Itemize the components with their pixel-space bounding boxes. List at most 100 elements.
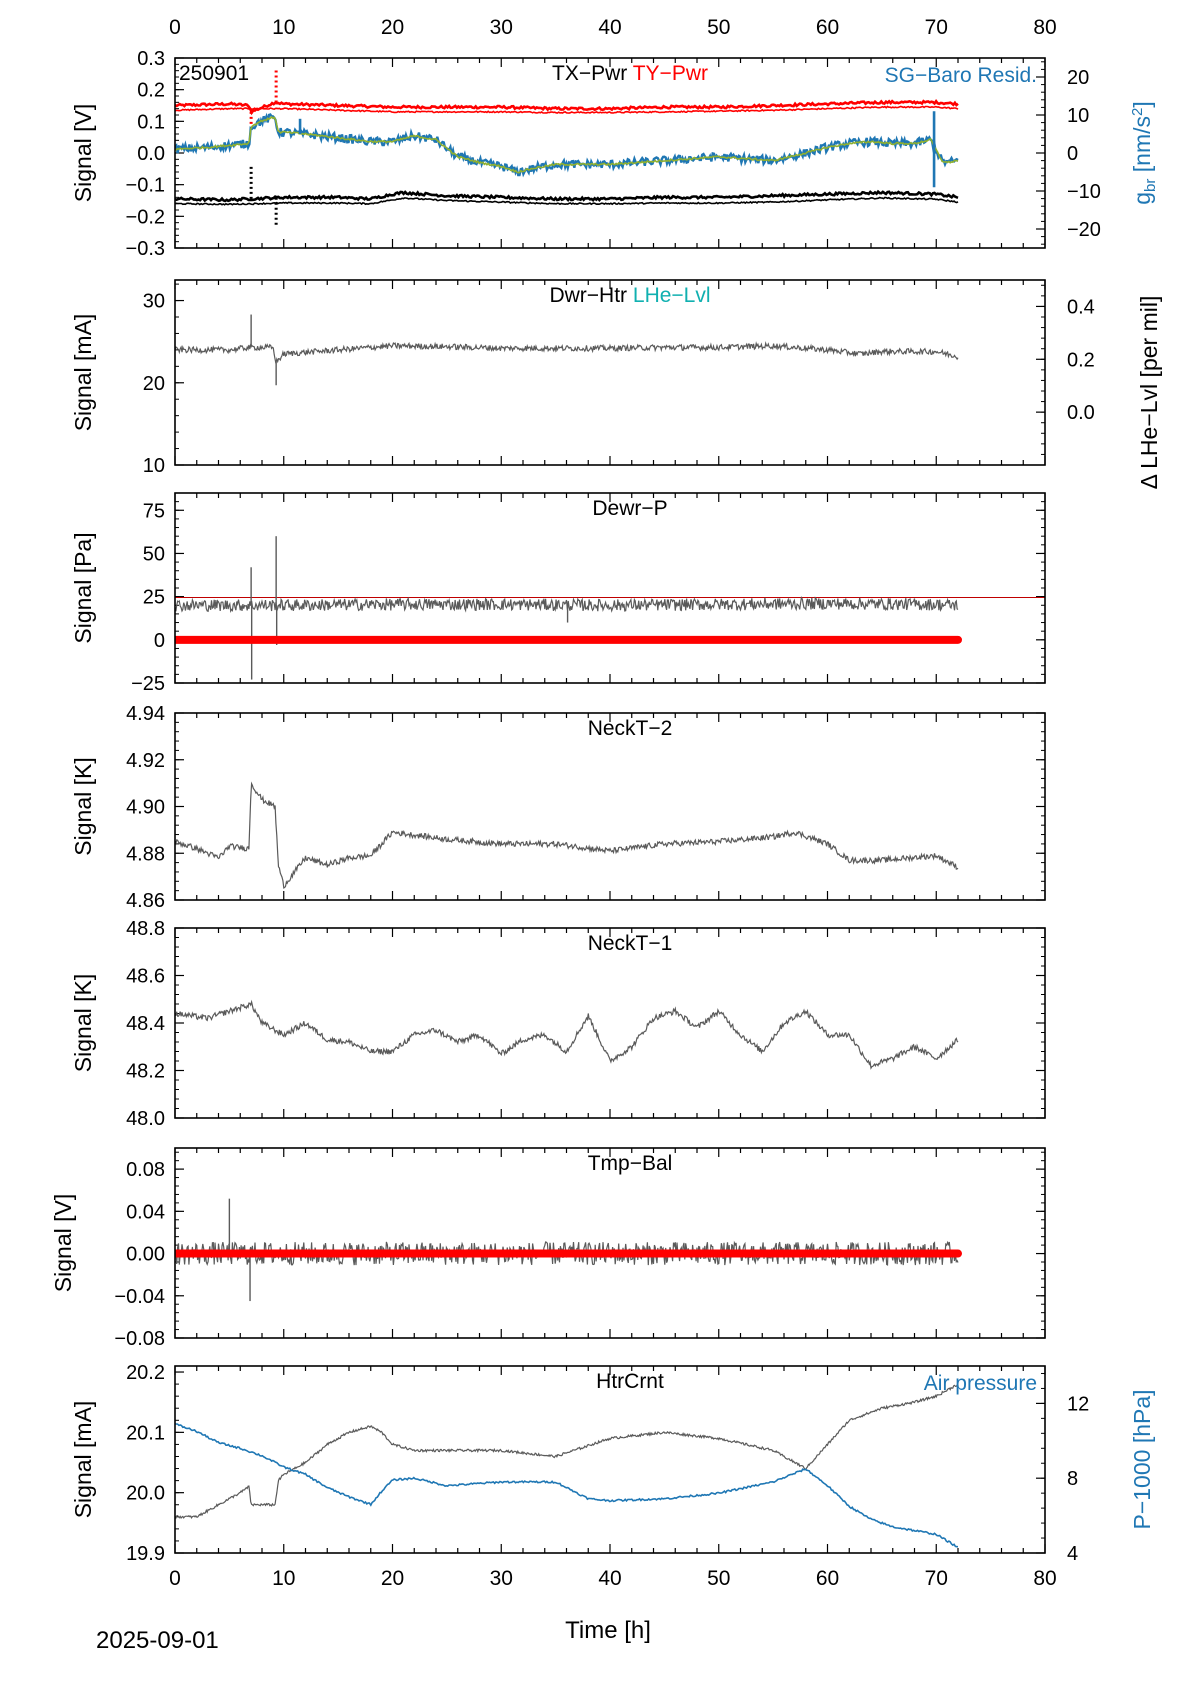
y2-tick-label: 4 bbox=[1067, 1543, 1078, 1565]
panel-frame bbox=[174, 492, 1046, 684]
y-axis-label: Signal [Pa] bbox=[70, 532, 96, 643]
y-axis-label: Signal [K] bbox=[70, 757, 96, 855]
y-axis-label: Signal [V] bbox=[70, 104, 96, 202]
y2-tick-label: 10 bbox=[1067, 105, 1089, 127]
plot-stack: −0.3 −0.2 −0.1 0.0 0.1 0.2 0.3 −20 −10 0 10 20 Signa… bbox=[50, 16, 1162, 1590]
y2-axis-label: P−1000 [hPa] bbox=[1129, 1389, 1155, 1529]
x-tick-label-top: 50 bbox=[707, 16, 730, 39]
x-tick-label-bottom: 70 bbox=[925, 1567, 948, 1590]
y-axis-label: Signal [V] bbox=[50, 1194, 76, 1292]
panel-title-part: LHe−Lvl bbox=[627, 284, 710, 307]
panel-frame bbox=[174, 1365, 1046, 1554]
y2-tick-label: 8 bbox=[1067, 1468, 1078, 1490]
y-tick-label: 0 bbox=[154, 630, 165, 652]
y-tick-label: 0.00 bbox=[126, 1244, 165, 1266]
panel-title-part: NeckT−1 bbox=[588, 932, 673, 955]
y-tick-label: 0.0 bbox=[137, 143, 165, 165]
series-green-5 bbox=[175, 115, 959, 174]
plot-area-p7 bbox=[175, 1383, 959, 1548]
x-tick-label-top: 70 bbox=[925, 16, 948, 39]
panel-title-part: TX−Pwr bbox=[552, 62, 627, 85]
y2-tick-label: 12 bbox=[1067, 1393, 1089, 1415]
panel-title: Dwr−Htr LHe−Lvl bbox=[549, 284, 710, 307]
x-tick-label-bottom: 50 bbox=[707, 1567, 730, 1590]
y-tick-label: 50 bbox=[143, 543, 165, 565]
y-tick-label: 48.2 bbox=[126, 1061, 165, 1083]
panel-p4: 4.86 4.88 4.90 4.92 4.94 Signal [K] NeckT−2 bbox=[70, 703, 1046, 912]
y-tick-label: 48.0 bbox=[126, 1108, 165, 1130]
y-tick-label: 0.08 bbox=[126, 1159, 165, 1181]
panel-p3: −25 0 25 50 75 Signal [Pa] Dewr−P bbox=[70, 492, 1046, 695]
y-tick-label: 4.88 bbox=[126, 843, 165, 865]
x-axis-label: Time [h] bbox=[565, 1617, 651, 1644]
panel-title: Dewr−P bbox=[592, 497, 667, 520]
series-gray-0 bbox=[175, 1383, 959, 1520]
x-tick-label-top: 10 bbox=[272, 16, 295, 39]
panel-title: HtrCrnt bbox=[596, 1370, 664, 1393]
y-tick-label: −0.08 bbox=[114, 1328, 165, 1350]
y-tick-label: 75 bbox=[143, 500, 165, 522]
y-tick-label: 20.1 bbox=[126, 1422, 165, 1444]
plot-area-p3 bbox=[175, 536, 1045, 680]
y2-axis-label: Δ LHe−Lvl [per mil] bbox=[1136, 296, 1162, 490]
panel-p2: 10 20 30 0.0 0.2 0.4 Signal [mA] Δ LHe−Lvl [per… bbox=[70, 279, 1162, 490]
x-tick-label-top: 60 bbox=[816, 16, 839, 39]
panel-p7: 19.9 20.0 20.1 20.2 4 8 12 Signal [mA] P−1000 [h… bbox=[70, 1362, 1155, 1565]
footer-date: 2025-09-01 bbox=[96, 1627, 219, 1654]
y-tick-label: 20.0 bbox=[126, 1483, 165, 1505]
y-tick-label: 48.8 bbox=[126, 918, 165, 940]
y2-tick-label: −20 bbox=[1067, 219, 1101, 241]
y-axis-label: Signal [mA] bbox=[70, 1401, 96, 1519]
series-black-2 bbox=[175, 189, 959, 203]
panel-title-part: Tmp−Bal bbox=[588, 1152, 673, 1175]
series-blue-4 bbox=[175, 112, 959, 178]
y-axis-label: Signal [K] bbox=[70, 974, 96, 1072]
y2-tick-label: 0.4 bbox=[1067, 296, 1095, 318]
y-tick-label: −0.3 bbox=[126, 238, 165, 260]
y-tick-label: 25 bbox=[143, 587, 165, 609]
series-red-0 bbox=[175, 98, 959, 116]
x-tick-label-top: 20 bbox=[381, 16, 404, 39]
panel-frame bbox=[174, 279, 1046, 466]
y2-tick-label: 0 bbox=[1067, 143, 1078, 165]
y-tick-label: 4.90 bbox=[126, 797, 165, 819]
panel-frame bbox=[174, 927, 1046, 1119]
y-tick-label: 4.86 bbox=[126, 890, 165, 912]
y2-tick-label: 0.2 bbox=[1067, 349, 1095, 371]
y-tick-label: −0.2 bbox=[126, 206, 165, 228]
x-tick-label-bottom: 30 bbox=[490, 1567, 513, 1590]
x-tick-label-bottom: 60 bbox=[816, 1567, 839, 1590]
panel-title: Tmp−Bal bbox=[588, 1152, 673, 1175]
panel-right-title: SG−Baro Resid. bbox=[885, 64, 1037, 87]
series-gray-0 bbox=[175, 781, 959, 889]
y-tick-label: −25 bbox=[131, 673, 165, 695]
y-tick-label: 20 bbox=[143, 373, 165, 395]
x-tick-label-bottom: 20 bbox=[381, 1567, 404, 1590]
y-tick-label: 30 bbox=[143, 291, 165, 313]
x-tick-label-top: 80 bbox=[1033, 16, 1056, 39]
plot-area-p5 bbox=[175, 999, 959, 1070]
y-tick-label: 19.9 bbox=[126, 1543, 165, 1565]
panel-title-part: Dewr−P bbox=[592, 497, 667, 520]
panel-frame bbox=[174, 1147, 1046, 1339]
series-gray-0 bbox=[175, 596, 959, 613]
y-tick-label: 0.2 bbox=[137, 80, 165, 102]
panel-right-title: Air pressure bbox=[924, 1372, 1037, 1395]
panel-title-part: Dwr−Htr bbox=[549, 284, 627, 307]
plot-area-p2 bbox=[175, 314, 959, 386]
y2-tick-label: 0.0 bbox=[1067, 402, 1095, 424]
y-tick-label: 4.94 bbox=[126, 703, 165, 725]
panel-title-part: NeckT−2 bbox=[588, 717, 673, 740]
y-axis-label: Signal [mA] bbox=[70, 314, 96, 432]
y-tick-label: 48.6 bbox=[126, 966, 165, 988]
series-red-1 bbox=[175, 105, 959, 114]
panel-frame bbox=[174, 57, 1046, 249]
plot-area-p6 bbox=[175, 1198, 962, 1302]
panel-title: NeckT−2 bbox=[588, 717, 673, 740]
x-tick-label-top: 0 bbox=[169, 16, 181, 39]
panel-p5: 48.0 48.2 48.4 48.6 48.8 Signal [K] NeckT−1 bbox=[70, 918, 1046, 1130]
y2-tick-label: −10 bbox=[1067, 181, 1101, 203]
y-tick-label: 10 bbox=[143, 455, 165, 477]
plot-area-p4 bbox=[175, 781, 959, 889]
